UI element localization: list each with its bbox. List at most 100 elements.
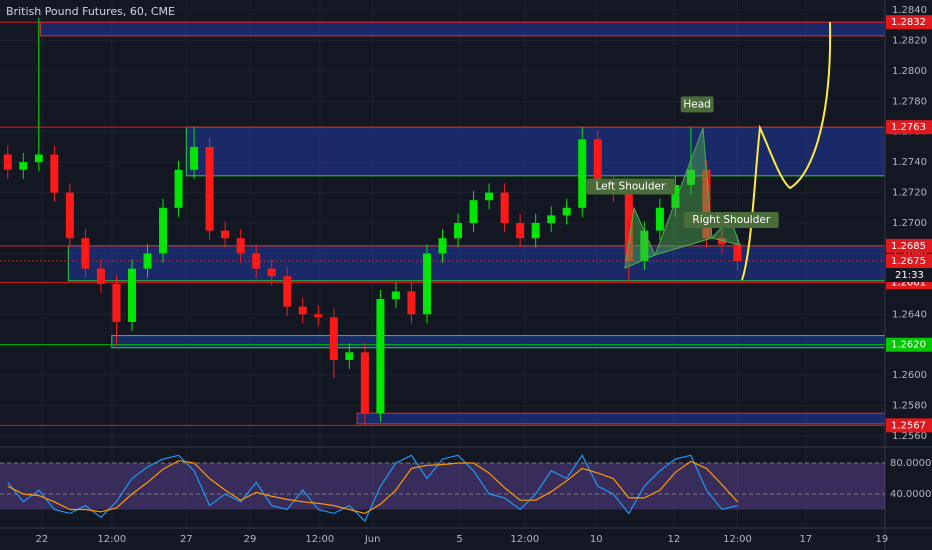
- x-tick-label: 12:00: [97, 534, 126, 545]
- candle-body: [640, 230, 649, 262]
- x-tick-label: 19: [876, 534, 889, 545]
- left-shoulder-shape: [624, 206, 656, 269]
- y-tick-label: 1.2740: [892, 157, 927, 168]
- candle-body: [500, 192, 509, 223]
- candle-body: [671, 184, 680, 208]
- annotation: Right Shoulder: [692, 214, 770, 226]
- candle-body: [96, 268, 105, 284]
- chart-title: British Pound Futures, 60, CME: [6, 5, 175, 18]
- candle-body: [702, 169, 711, 239]
- candle-body: [485, 192, 494, 201]
- annotation-box: [586, 178, 675, 195]
- candle-body: [19, 162, 28, 170]
- candle-body: [34, 154, 43, 163]
- zone: [356, 412, 886, 425]
- candle-body: [159, 207, 168, 254]
- x-tick-label: Jun: [364, 534, 381, 545]
- candle-body: [190, 146, 199, 170]
- stochastic-panel: [0, 454, 885, 523]
- candle-body: [345, 352, 354, 360]
- candle-body: [112, 283, 121, 322]
- x-tick-label: 17: [799, 534, 812, 545]
- candle-body: [438, 238, 447, 254]
- x-tick-label: 12:00: [510, 534, 539, 545]
- stoch-line: [7, 460, 738, 515]
- axes: 1.28401.28201.28001.27801.27601.27401.27…: [36, 5, 932, 545]
- price-tag: [886, 337, 932, 352]
- right-shoulder-shape: [711, 217, 741, 246]
- candle-body: [267, 268, 276, 277]
- price-tag: [886, 15, 932, 30]
- annotation: Head: [683, 98, 710, 110]
- candle-body: [717, 238, 726, 245]
- x-tick-label: 10: [590, 534, 603, 545]
- candle-body: [143, 253, 152, 269]
- zone: [39, 21, 886, 37]
- candle-body: [422, 253, 431, 315]
- price-tag: [886, 418, 932, 433]
- annotations: Head Left Shoulder Right Shoulder: [586, 96, 779, 228]
- candle-body: [283, 276, 292, 307]
- candle-body: [531, 223, 540, 239]
- candles: [3, 17, 742, 426]
- candle-body: [547, 215, 556, 223]
- annotation: Left Shoulder: [595, 180, 666, 192]
- candle-body: [205, 146, 214, 231]
- zone: [67, 245, 886, 282]
- candle-body: [686, 169, 695, 185]
- candle-body: [562, 207, 571, 216]
- x-tick-label: 12:00: [305, 534, 334, 545]
- zone: [111, 335, 886, 349]
- candle-body: [578, 139, 587, 208]
- y-tick-label: 1.2800: [892, 66, 927, 77]
- x-tick-label: 29: [244, 534, 257, 545]
- candle-body: [221, 230, 230, 239]
- candle-body: [469, 200, 478, 223]
- candle-body: [65, 192, 74, 239]
- candle-body: [252, 253, 261, 269]
- x-tick-label: 27: [180, 534, 193, 545]
- zone: [185, 126, 886, 177]
- candle-body: [516, 223, 525, 239]
- y-tick-label: 1.2600: [892, 370, 927, 381]
- countdown: 21:33: [895, 270, 924, 281]
- candle-body: [314, 314, 323, 318]
- y-tick-label: 1.2820: [892, 35, 927, 46]
- y-tick-label: 1.2580: [892, 401, 927, 412]
- price-tag: [886, 120, 932, 135]
- y-tick-label: 1.2700: [892, 218, 927, 229]
- stoch-band: [0, 463, 885, 510]
- candle-body: [733, 244, 742, 262]
- price-tag-label: 1.2620: [891, 340, 926, 351]
- candle-body: [376, 299, 385, 414]
- candle-body: [174, 169, 183, 208]
- countdown-box: [886, 268, 932, 283]
- price-tag-label: 1.2567: [891, 420, 926, 431]
- y-tick-label: 1.2560: [892, 431, 927, 442]
- stoch-tick-label: 40.0000: [890, 489, 931, 500]
- price-tag-label: 1.2661: [891, 277, 926, 288]
- candle-body: [127, 268, 136, 322]
- price-tag: [886, 238, 932, 253]
- candle-body: [50, 154, 59, 193]
- x-tick-label: 22: [36, 534, 49, 545]
- candle-body: [407, 291, 416, 315]
- annotation-box: [683, 211, 779, 228]
- candle-body: [236, 238, 245, 254]
- x-tick-label: 12: [667, 534, 680, 545]
- price-tag-label: 1.2763: [891, 122, 926, 133]
- annotation-box: [680, 96, 714, 113]
- candle-body: [593, 139, 602, 185]
- candle-body: [454, 223, 463, 239]
- x-tick-label: 12:00: [723, 534, 752, 545]
- candle-body: [655, 207, 664, 231]
- candle-body: [624, 192, 633, 262]
- y-tick-label: 1.2840: [892, 5, 927, 16]
- y-tick-label: 1.2680: [892, 248, 927, 259]
- candle-body: [3, 154, 12, 170]
- price-tag-label: 1.2675: [891, 256, 926, 267]
- y-tick-label: 1.2720: [892, 188, 927, 199]
- y-tick-label: 1.2780: [892, 96, 927, 107]
- candle-body: [329, 317, 338, 360]
